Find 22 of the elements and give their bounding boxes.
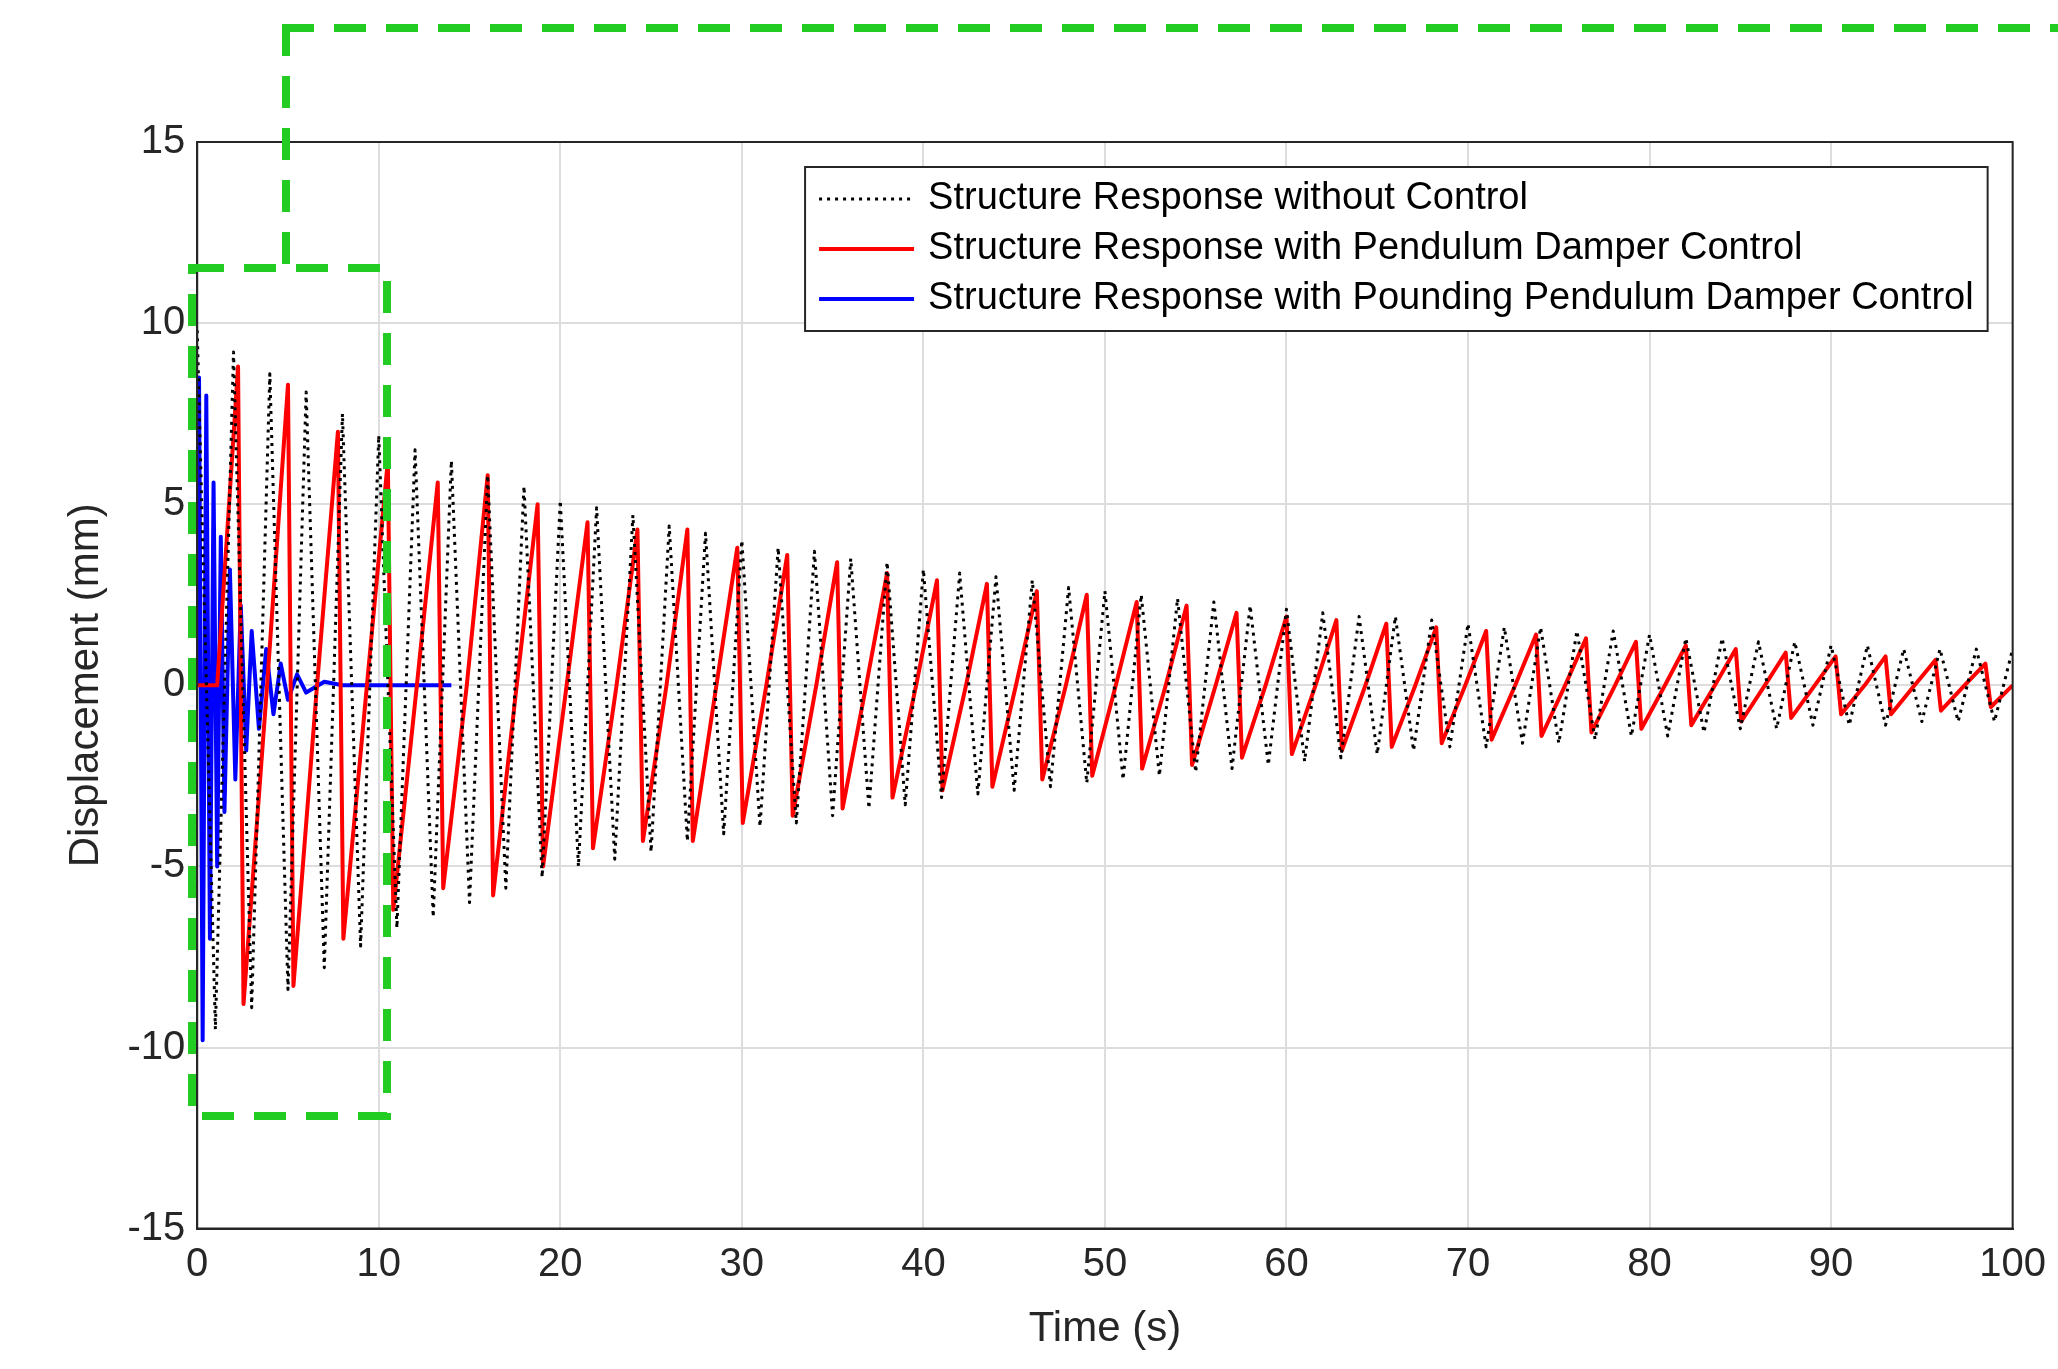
x-tick-label: 60 [1264,1239,1309,1284]
y-tick-label: 15 [140,117,186,162]
x-tick-label: 50 [1082,1239,1128,1284]
x-tick-label: 30 [719,1239,765,1284]
legend-label: Structure Response with Pendulum Damper Control [928,225,1803,268]
x-axis-title: Time (s) [1028,1303,1182,1351]
y-axis-title: Displacement (mm) [59,503,107,868]
x-tick-label: 70 [1445,1239,1491,1284]
y-tick-label: -15 [127,1203,186,1248]
x-tick-label: 10 [356,1239,401,1284]
x-tick-label: 90 [1808,1239,1854,1284]
x-tick-label: 20 [538,1239,583,1284]
x-tick-label: 100 [1979,1239,2047,1284]
y-tick-label: 10 [140,298,186,343]
legend-label: Structure Response without Control [928,175,1528,218]
y-tick-label: 0 [162,660,186,705]
x-tick-label: 80 [1627,1239,1672,1284]
y-tick-label: 5 [162,479,186,524]
y-tick-label: -5 [149,841,186,886]
legend-label: Structure Response with Pounding Pendulum Damper Control [928,275,1974,318]
x-tick-label: 40 [901,1239,946,1284]
y-tick-label: -10 [127,1022,186,1067]
